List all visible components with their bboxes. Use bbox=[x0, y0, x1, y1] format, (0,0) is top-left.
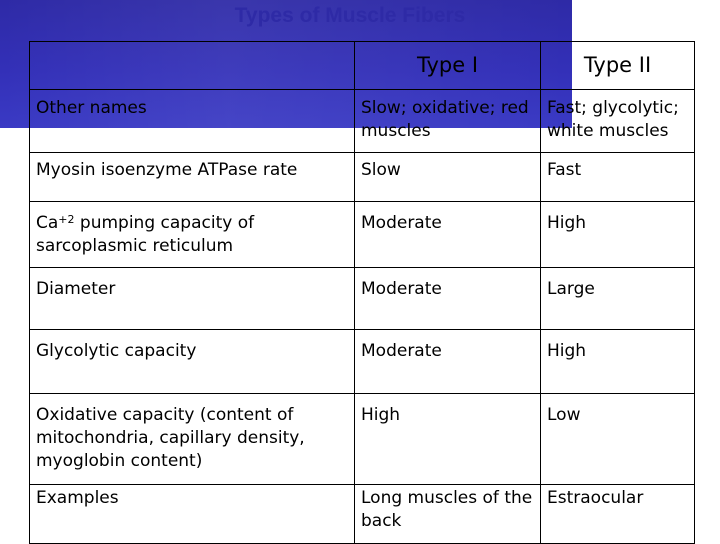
table-header-row: Type I Type II bbox=[29, 41, 695, 90]
table-row: Examples Long muscles of the back Estrao… bbox=[29, 484, 695, 544]
table-row: Oxidative capacity (content of mitochond… bbox=[29, 393, 695, 485]
row-label: Glycolytic capacity bbox=[29, 329, 355, 394]
type-i-cell: High bbox=[354, 393, 541, 485]
row-label-rest: pumping capacity of sarcoplasmic reticul… bbox=[36, 213, 255, 256]
header-cell-type-ii: Type II bbox=[540, 41, 695, 90]
type-ii-cell: Estraocular bbox=[540, 484, 695, 544]
table-row: Diameter Moderate Large bbox=[29, 267, 695, 330]
calcium-symbol: Ca bbox=[36, 213, 59, 233]
type-ii-cell: Low bbox=[540, 393, 695, 485]
type-i-cell: Moderate bbox=[354, 329, 541, 394]
type-ii-cell: Large bbox=[540, 267, 695, 330]
row-label: Ca+2 pumping capacity of sarcoplasmic re… bbox=[29, 201, 355, 268]
row-label: Examples bbox=[29, 484, 355, 544]
row-label: Myosin isoenzyme ATPase rate bbox=[29, 152, 355, 202]
type-ii-cell: High bbox=[540, 329, 695, 394]
type-i-cell: Slow bbox=[354, 152, 541, 202]
table-row: Glycolytic capacity Moderate High bbox=[29, 329, 695, 394]
calcium-charge: +2 bbox=[58, 213, 75, 226]
slide-title: Types of Muscle Fibers bbox=[234, 4, 466, 27]
type-ii-cell: High bbox=[540, 201, 695, 268]
muscle-fiber-table: Type I Type II Other names Slow; oxidati… bbox=[29, 41, 695, 544]
type-ii-cell: Fast bbox=[540, 152, 695, 202]
type-i-cell: Long muscles of the back bbox=[354, 484, 541, 544]
type-i-cell: Slow; oxidative; red muscles bbox=[354, 89, 541, 153]
header-cell-blank bbox=[29, 41, 355, 90]
row-label: Diameter bbox=[29, 267, 355, 330]
table-row: Other names Slow; oxidative; red muscles… bbox=[29, 89, 695, 153]
row-label: Other names bbox=[29, 89, 355, 153]
table-row: Myosin isoenzyme ATPase rate Slow Fast bbox=[29, 152, 695, 202]
type-i-cell: Moderate bbox=[354, 201, 541, 268]
type-i-cell: Moderate bbox=[354, 267, 541, 330]
table-row: Ca+2 pumping capacity of sarcoplasmic re… bbox=[29, 201, 695, 268]
header-cell-type-i: Type I bbox=[354, 41, 541, 90]
type-ii-cell: Fast; glycolytic; white muscles bbox=[540, 89, 695, 153]
row-label: Oxidative capacity (content of mitochond… bbox=[29, 393, 355, 485]
